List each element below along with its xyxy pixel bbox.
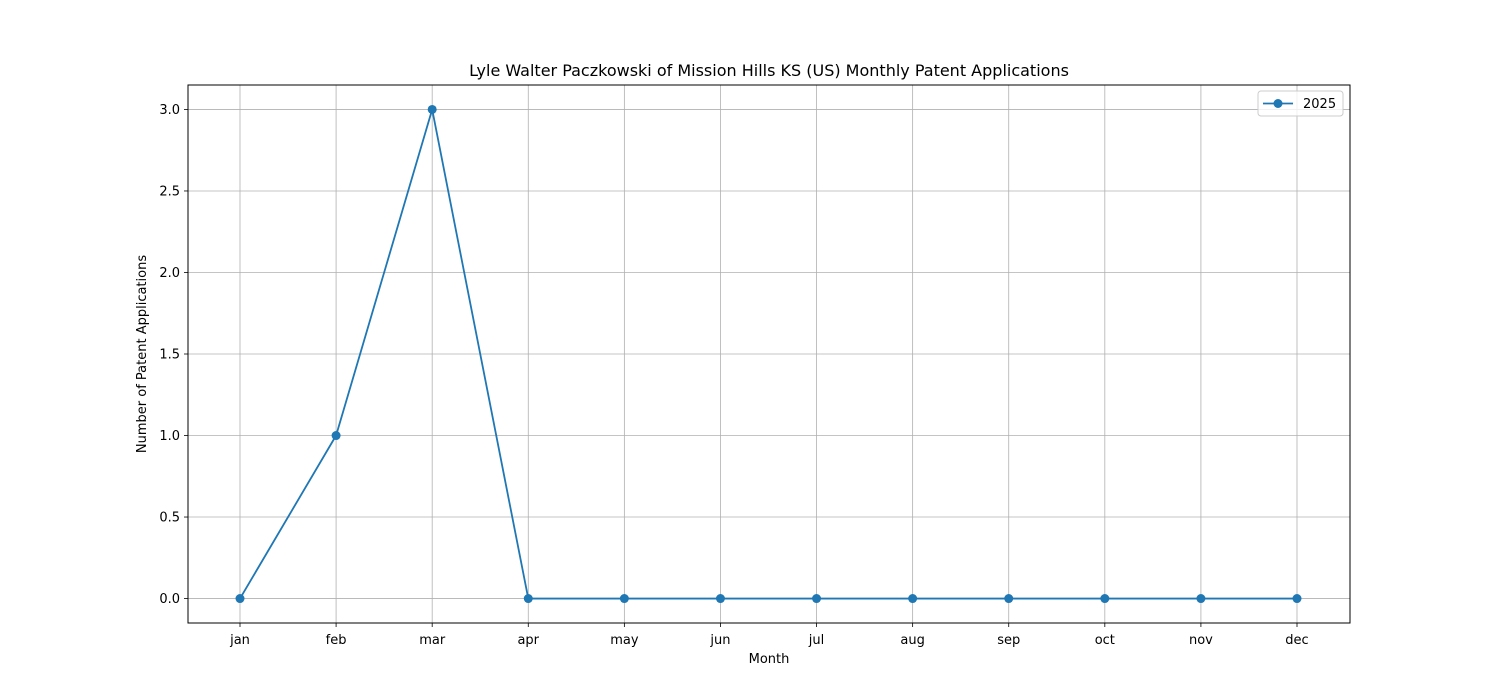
data-point: [1196, 594, 1205, 603]
data-point: [1293, 594, 1302, 603]
legend-label: 2025: [1303, 97, 1336, 112]
x-tick-label: dec: [1285, 633, 1308, 648]
x-axis-title: Month: [749, 652, 790, 667]
legend-marker-sample: [1274, 99, 1283, 108]
data-point: [620, 594, 629, 603]
x-tick-label: feb: [326, 633, 347, 648]
y-tick-label: 1.0: [159, 429, 180, 444]
data-point: [236, 594, 245, 603]
x-tick-label: apr: [517, 633, 539, 648]
y-tick-label: 0.0: [159, 592, 180, 607]
x-tick-label: oct: [1095, 633, 1115, 648]
data-point: [1100, 594, 1109, 603]
y-tick-label: 3.0: [159, 103, 180, 118]
x-tick-label: aug: [900, 633, 924, 648]
x-tick-label: jun: [709, 633, 730, 648]
x-tick-label: jul: [808, 633, 824, 648]
x-tick-label: nov: [1189, 633, 1213, 648]
data-point: [428, 105, 437, 114]
data-point: [812, 594, 821, 603]
data-point: [1004, 594, 1013, 603]
x-tick-label: mar: [419, 633, 446, 648]
x-tick-label: sep: [997, 633, 1020, 648]
chart-title: Lyle Walter Paczkowski of Mission Hills …: [469, 61, 1069, 80]
legend: 2025: [1258, 91, 1343, 116]
data-point: [716, 594, 725, 603]
data-point: [524, 594, 533, 603]
y-tick-label: 0.5: [159, 511, 180, 526]
data-point: [332, 431, 341, 440]
x-tick-label: jan: [229, 633, 250, 648]
y-tick-label: 2.0: [159, 266, 180, 281]
x-tick-label: may: [610, 633, 639, 648]
data-point: [908, 594, 917, 603]
y-tick-label: 1.5: [159, 348, 180, 363]
y-axis-title: Number of Patent Applications: [135, 255, 150, 453]
y-tick-label: 2.5: [159, 184, 180, 199]
